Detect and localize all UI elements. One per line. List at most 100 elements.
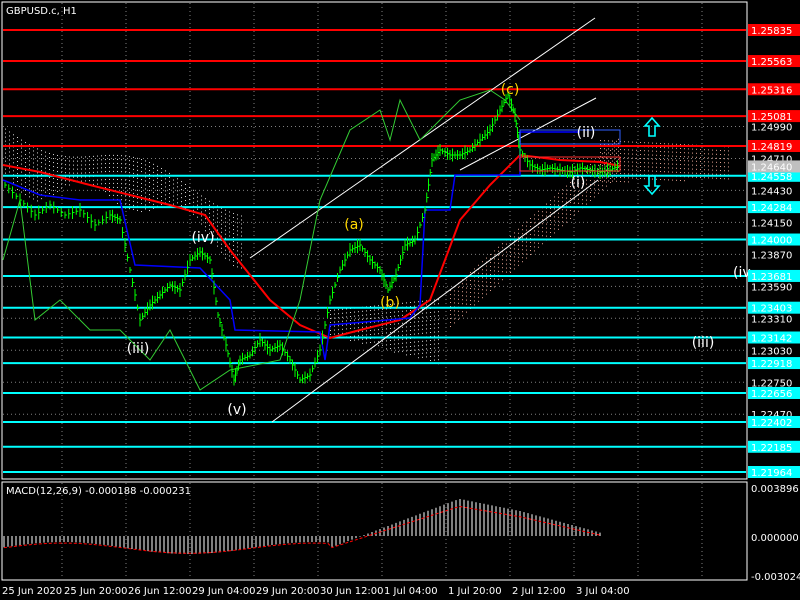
- cloud-dot: [101, 155, 102, 157]
- price-axis-label: 1.22470: [751, 410, 792, 421]
- cloud-dot: [358, 311, 359, 313]
- cloud-dot: [17, 172, 18, 174]
- grid-lines: [3, 3, 746, 579]
- cloud-dot: [221, 243, 222, 245]
- cloud-dot: [434, 359, 435, 361]
- cloud-dot: [241, 267, 242, 269]
- cloud-dot: [506, 255, 507, 257]
- cloud-dot: [538, 234, 539, 236]
- cloud-dot: [145, 168, 146, 170]
- cloud-dot: [25, 166, 26, 168]
- cloud-dot: [606, 181, 607, 183]
- cloud-dot: [526, 229, 527, 231]
- cloud-dot: [237, 226, 238, 228]
- cloud-dot: [9, 143, 10, 145]
- horizontal-levels[interactable]: [3, 29, 746, 473]
- cloud-dot: [680, 180, 681, 181]
- wave-label-iv-right: (iv: [733, 265, 751, 281]
- cloud-dot: [434, 331, 435, 333]
- cloud-dot: [418, 353, 419, 355]
- cloud-dot: [25, 174, 26, 176]
- cloud-dot: [530, 254, 531, 255]
- cloud-dot: [374, 309, 375, 311]
- cloud-dot: [37, 152, 38, 154]
- cloud-dot: [89, 172, 90, 174]
- cloud-dot: [470, 296, 471, 297]
- cloud-dot: [185, 184, 186, 186]
- price-label-bg: [748, 201, 800, 214]
- cloud-dot: [57, 190, 58, 192]
- cloud-dot: [137, 185, 138, 187]
- cloud-dot: [53, 190, 54, 192]
- cloud-dot: [109, 178, 110, 180]
- cloud-dot: [390, 304, 391, 305]
- down-arrow-icon[interactable]: [643, 175, 661, 196]
- channel-lower-line[interactable]: [271, 179, 599, 423]
- cloud-dot: [716, 161, 717, 163]
- cloud-dot: [418, 301, 419, 303]
- wave-label-iv: (iv): [191, 230, 214, 246]
- cloud-dot: [33, 194, 34, 196]
- price-label-bg: [748, 160, 800, 173]
- cloud-dot: [37, 188, 38, 190]
- cloud-dot: [542, 227, 543, 229]
- cloud-dot: [696, 168, 697, 170]
- cloud-dot: [57, 162, 58, 164]
- cloud-dot: [165, 194, 166, 196]
- cloud-dot: [602, 157, 603, 159]
- cloud-dot: [346, 312, 347, 314]
- cloud-dot: [502, 271, 503, 273]
- cloud-dot: [482, 277, 483, 279]
- cloud-dot: [422, 324, 423, 326]
- cloud-dot: [61, 179, 62, 181]
- cloud-dot: [502, 255, 503, 257]
- cloud-dot: [590, 196, 591, 197]
- cloud-dot: [410, 354, 411, 355]
- up-arrow-icon[interactable]: [643, 116, 661, 137]
- cloud-dot: [720, 158, 721, 159]
- cloud-dot: [153, 171, 154, 173]
- cloud-dot: [121, 179, 122, 181]
- cloud-dot: [602, 165, 603, 167]
- cloud-dot: [604, 164, 605, 166]
- cloud-dot: [610, 150, 611, 151]
- cloud-dot: [494, 258, 495, 260]
- cloud-dot: [604, 160, 605, 162]
- cloud-dot: [225, 221, 226, 223]
- cloud-dot: [680, 168, 681, 169]
- cloud-dot: [133, 188, 134, 190]
- cloud-dot: [386, 316, 387, 318]
- cloud-dot: [602, 181, 603, 183]
- channel-mid-line[interactable]: [459, 97, 597, 171]
- cloud-dot: [69, 160, 70, 162]
- cloud-dot: [562, 201, 563, 203]
- cloud-dot: [614, 178, 615, 180]
- cloud-dot: [618, 154, 619, 156]
- cloud-dot: [672, 147, 673, 149]
- cloud-dot: [716, 157, 717, 159]
- cloud-dot: [434, 303, 435, 305]
- cloud-dot: [414, 341, 415, 343]
- cloud-dot: [121, 167, 122, 169]
- cloud-dot: [13, 158, 14, 160]
- cloud-dot: [434, 315, 435, 317]
- cloud-dot: [149, 182, 150, 184]
- cloud-dot: [213, 211, 214, 213]
- cloud-dot: [117, 162, 118, 164]
- cloud-dot: [700, 149, 701, 150]
- cloud-dot: [510, 272, 511, 273]
- cloud-dot: [582, 195, 583, 197]
- cloud-dot: [426, 324, 427, 326]
- cloud-dot: [197, 204, 198, 206]
- cloud-dot: [374, 341, 375, 343]
- cloud-dot: [350, 320, 351, 321]
- cloud-dot: [716, 165, 717, 167]
- cloud-dot: [708, 149, 709, 151]
- cloud-dot: [233, 221, 234, 223]
- cloud-dot: [566, 197, 567, 199]
- cloud-dot: [237, 242, 238, 244]
- cloud-dot: [562, 217, 563, 219]
- cloud-dot: [69, 156, 70, 158]
- cloud-dot: [33, 198, 34, 200]
